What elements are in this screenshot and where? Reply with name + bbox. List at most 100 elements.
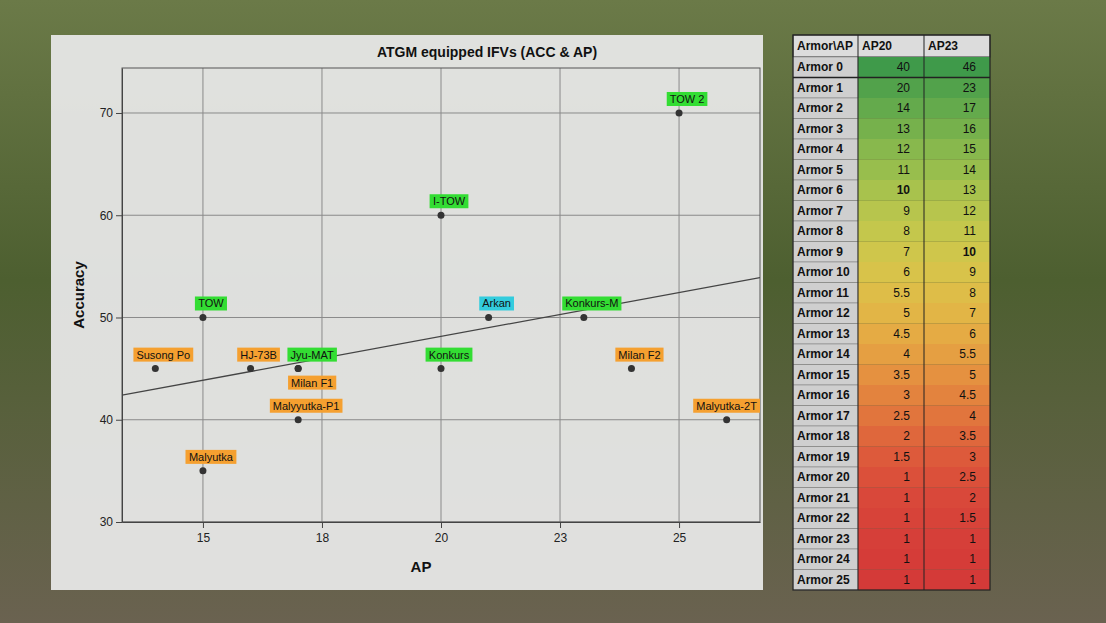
table-cell: 1 (903, 511, 910, 525)
x-tick-mark (203, 522, 204, 528)
point-label: TOW (195, 296, 227, 310)
point (628, 365, 635, 372)
point-label-text: Konkurs (429, 349, 470, 361)
x-tick-label: 18 (316, 531, 330, 545)
y-tick-mark (116, 215, 122, 216)
table-row-head: Armor 16 (797, 388, 850, 402)
table-cell: 14 (963, 163, 977, 177)
table-row-head-bg (793, 98, 858, 119)
table-row-head-bg (793, 119, 858, 140)
table-cell: 1 (969, 552, 976, 566)
table-row-head-bg (793, 488, 858, 509)
table-cell: 4.5 (893, 327, 910, 341)
x-tick: 25 (673, 522, 687, 545)
y-tick-label: 70 (100, 106, 114, 120)
point-label-box (426, 348, 473, 362)
table-cell: 3.5 (959, 429, 976, 443)
x-axis: 15 18 20 23 25 (123, 522, 761, 545)
table-row-line (793, 77, 990, 79)
grid-line-x (321, 68, 322, 522)
table-cell: 13 (963, 183, 977, 197)
point-label: Konkurs-M (562, 296, 621, 310)
table-cell: 3 (903, 388, 910, 402)
table-cell: 7 (903, 245, 910, 259)
point-label-text: Arkan (482, 297, 511, 309)
point-label-text: Malyutka (189, 451, 234, 463)
table-row-head: Armor 3 (797, 122, 843, 136)
y-tick-label: 50 (100, 311, 114, 325)
background (0, 0, 1106, 623)
point-label: Malyutka-2T (693, 399, 760, 413)
y-axis-line (122, 69, 123, 523)
point-label-text: Malyutka-2T (696, 400, 757, 412)
point-label-box (288, 376, 336, 390)
table-cell: 7 (969, 306, 976, 320)
table-cell: 40 (897, 60, 911, 74)
grid-line-y (122, 112, 760, 113)
table-cell: 1.5 (893, 450, 910, 464)
table-cell: 2 (969, 491, 976, 505)
x-tick-label: 15 (197, 531, 211, 545)
table-row-head: Armor 4 (797, 142, 843, 156)
table-row-head: Armor 2 (797, 101, 843, 115)
table-cell: 10 (897, 183, 911, 197)
x-tick: 15 (197, 522, 211, 545)
table-cell: 12 (897, 142, 911, 156)
x-tick-label: 23 (554, 531, 568, 545)
point (295, 365, 302, 372)
table-row-head: Armor 13 (797, 327, 850, 341)
x-tick: 20 (435, 522, 449, 545)
table-row-head-bg (793, 242, 858, 263)
point-label-box (237, 348, 280, 362)
point-label-text: Jyu-MAT (291, 349, 334, 361)
y-tick: 70 (100, 106, 122, 120)
point (438, 212, 445, 219)
table-row-head: Armor 0 (797, 60, 843, 74)
point (676, 109, 683, 116)
grid-line-y (122, 317, 760, 318)
table-row-head: Armor 25 (797, 573, 850, 587)
table-row-head: Armor 20 (797, 470, 850, 484)
point-label: Milan F1 (288, 376, 336, 390)
table-cell: 1 (903, 470, 910, 484)
table-row-head-bg (793, 570, 858, 591)
table-row-head: Armor 17 (797, 409, 850, 423)
table-col-line (858, 35, 859, 590)
table-cell: 1 (969, 532, 976, 546)
x-tick-label: 25 (673, 531, 687, 545)
point (723, 416, 730, 423)
point-label-box (615, 348, 663, 362)
table-cell: 1 (903, 532, 910, 546)
table-row-head-bg (793, 426, 858, 447)
y-tick: 30 (100, 515, 122, 529)
table-row-head-bg (793, 201, 858, 222)
table-cell: 17 (963, 101, 977, 115)
table-row-head: Armor 9 (797, 245, 843, 259)
table-row-head: Armor 11 (797, 286, 849, 300)
table-cell: 46 (963, 60, 977, 74)
point-labels: TOW 2I-TOWTOWArkanKonkurs-MSusong PoHJ-7… (133, 92, 760, 464)
point-label-text: Malyyutka-P1 (273, 400, 340, 412)
table-row-head: Armor 19 (797, 450, 850, 464)
table-cell: 8 (903, 224, 910, 238)
point-label-text: TOW 2 (670, 93, 705, 105)
y-tick-label: 40 (100, 413, 114, 427)
point (199, 467, 206, 474)
table-cell: 1 (969, 573, 976, 587)
point-label: Malyyutka-P1 (270, 399, 343, 413)
table-row-head-bg (793, 283, 858, 304)
point-label-text: Konkurs-M (565, 297, 618, 309)
table-row-head: Armor 21 (797, 491, 850, 505)
table-row-head-bg (793, 180, 858, 201)
table-row-head-bg (793, 385, 858, 406)
x-tick-mark (679, 522, 680, 528)
table: Armor\APAP20AP23Armor 04046Armor 12023Ar… (793, 35, 990, 590)
table-row-head: Armor 10 (797, 265, 850, 279)
table-row-head: Armor 12 (797, 306, 850, 320)
x-tick-mark (322, 522, 323, 528)
table-row-head-bg (793, 57, 858, 78)
table-cell: 2.5 (893, 409, 910, 423)
point-label-box (133, 348, 193, 362)
table-cell: 9 (903, 204, 910, 218)
point-label-box (195, 296, 227, 310)
